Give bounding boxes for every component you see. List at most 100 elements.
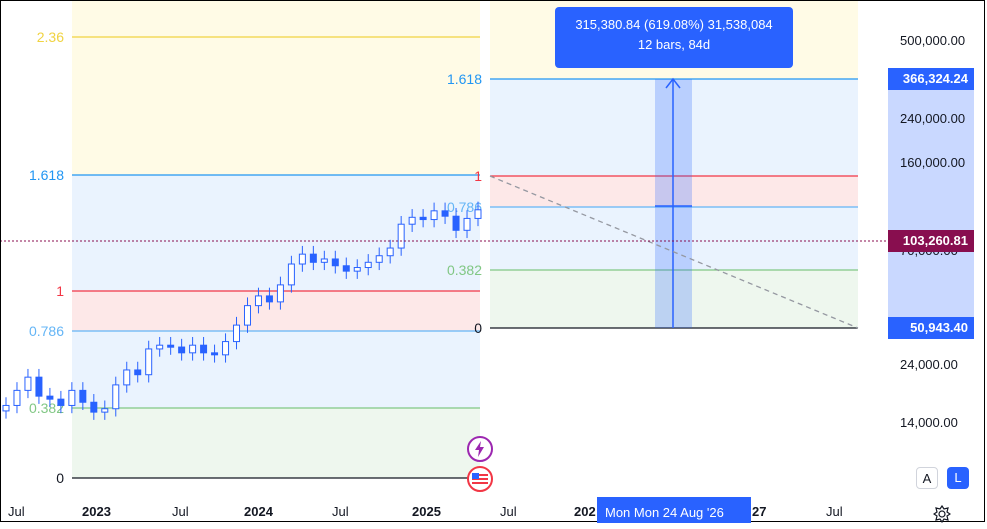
candle xyxy=(57,398,65,406)
candle xyxy=(342,265,350,272)
candle xyxy=(112,384,120,410)
candle xyxy=(189,344,197,354)
x-tick-label: Jul xyxy=(500,504,517,519)
fib-zone xyxy=(72,0,480,37)
fib-label: 0 xyxy=(474,320,482,336)
candle xyxy=(90,401,98,413)
fib-zone xyxy=(72,408,480,478)
measure-line-2: 12 bars, 84d xyxy=(637,37,711,52)
fib-label: 1.618 xyxy=(29,167,64,183)
x-tick-label: Jul xyxy=(332,504,349,519)
candle xyxy=(200,344,208,354)
y-tick-label: 160,000.00 xyxy=(900,154,966,170)
fib-label: 1 xyxy=(474,168,482,184)
fib-zone xyxy=(72,291,480,331)
x-tick-label: Jul xyxy=(826,504,843,519)
candle xyxy=(178,346,186,354)
candle xyxy=(430,210,438,221)
settings-gear-icon[interactable] xyxy=(933,505,951,523)
fib-zone xyxy=(72,175,480,291)
candle xyxy=(233,324,241,343)
candle xyxy=(101,408,109,413)
fib-label: 1.618 xyxy=(447,71,482,87)
x-tick-label: 2023 xyxy=(82,504,111,519)
candle xyxy=(441,210,449,217)
log-scale-button[interactable]: L xyxy=(947,467,969,489)
candle xyxy=(145,348,153,376)
candle xyxy=(452,215,460,231)
candle xyxy=(474,209,482,219)
x-tick-label: Jul xyxy=(8,504,25,519)
y-tick-label: 14,000.00 xyxy=(900,415,958,430)
x-tick-label: 2025 xyxy=(412,504,441,519)
candle xyxy=(123,369,131,386)
y-tick-label: 240,000.00 xyxy=(900,111,966,127)
fib-label: 1 xyxy=(56,283,64,299)
x-tick-label: 202 xyxy=(574,504,596,519)
candle xyxy=(397,223,405,249)
measure-arrow-head xyxy=(665,77,681,89)
fib-label: 0.382 xyxy=(29,400,64,416)
candles xyxy=(2,201,482,420)
candle xyxy=(375,255,383,263)
candle xyxy=(2,404,10,412)
candle xyxy=(79,389,87,403)
us-flag-icon[interactable] xyxy=(467,466,493,492)
candle xyxy=(331,258,339,267)
candle xyxy=(167,344,175,348)
fib-zone xyxy=(490,270,858,328)
fib-label: 0.382 xyxy=(447,262,482,278)
lightning-icon[interactable] xyxy=(467,436,493,462)
candle xyxy=(364,261,372,269)
candle xyxy=(463,217,471,231)
price-badge: 366,324.24 xyxy=(888,68,974,90)
candle xyxy=(276,284,284,303)
auto-scale-button[interactable]: A xyxy=(916,467,938,489)
candle xyxy=(211,352,219,356)
candle xyxy=(24,376,32,391)
price-lines xyxy=(0,79,974,328)
fib-label: 2.36 xyxy=(37,29,64,45)
candle xyxy=(13,389,21,406)
y-tick-label: 500,000.00 xyxy=(900,33,966,48)
axis-highlight xyxy=(888,79,974,328)
candle xyxy=(320,258,328,263)
candle xyxy=(408,216,416,225)
price-badge: 103,260.81 xyxy=(888,230,974,252)
fib-zone xyxy=(490,79,858,176)
measure-overlay xyxy=(489,77,859,329)
x-tick-label: 2024 xyxy=(244,504,273,519)
price-badge: 50,943.40 xyxy=(888,317,974,339)
candle xyxy=(254,295,262,307)
candle xyxy=(156,344,164,350)
candle xyxy=(309,253,317,263)
fib-label: 0.786 xyxy=(29,323,64,339)
fib-label: 0 xyxy=(56,470,64,486)
x-tick-label: Jul xyxy=(172,504,189,519)
candle xyxy=(68,389,76,406)
candle xyxy=(265,295,273,303)
candle xyxy=(243,305,251,326)
candle xyxy=(287,263,295,286)
date-badge: Mon Mon 24 Aug '26 xyxy=(597,497,751,523)
candle xyxy=(46,395,54,400)
projection-line xyxy=(489,175,859,329)
measure-tooltip: 315,380.84 (619.08%) 31,538,084 12 bars,… xyxy=(555,7,793,68)
fib-zone xyxy=(72,37,480,175)
candle xyxy=(298,253,306,265)
y-tick-label: 24,000.00 xyxy=(900,357,958,373)
fib-zone xyxy=(490,207,858,270)
candle xyxy=(353,267,361,272)
fib-levels xyxy=(72,36,858,479)
candle xyxy=(419,216,427,221)
candle xyxy=(386,247,394,257)
candle xyxy=(134,369,142,376)
candle xyxy=(222,341,230,356)
x-tick-label: 27 xyxy=(752,504,767,519)
candle xyxy=(35,376,43,397)
measure-line-1: 315,380.84 (619.08%) 31,538,084 xyxy=(575,17,773,32)
fib-zones xyxy=(72,0,858,478)
